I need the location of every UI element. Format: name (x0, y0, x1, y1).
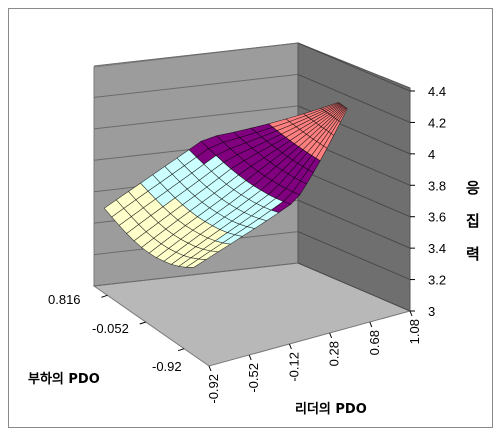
z-tick-label: 4.2 (428, 115, 446, 130)
z-tick-label: 3.4 (428, 241, 446, 256)
y-tick-mark (177, 348, 185, 352)
side-gridline (297, 168, 411, 218)
y-tick-mark (139, 321, 146, 325)
x-tick-mark (409, 310, 413, 317)
z-tick-label: 3.8 (428, 178, 446, 193)
gridlines (93, 42, 411, 312)
back-gridline (93, 73, 299, 98)
back-gridline (93, 262, 299, 287)
x-tick-label: -0.52 (246, 363, 261, 393)
z-axis-label: 응집력 (466, 179, 480, 263)
z-axis-ticks: 3 3.2 3.4 3.6 3.8 4 4.2 4.4 (410, 84, 446, 319)
z-tick-label: 4.4 (428, 84, 446, 99)
x-tick-mark (248, 354, 252, 361)
x-tick-label: -0.12 (286, 352, 301, 382)
z-axis-label-char: 력 (466, 245, 480, 263)
side-gridline (297, 73, 411, 123)
x-tick-mark (288, 343, 292, 350)
y-axis-ticks: 0.816 -0.052 -0.92 (48, 292, 185, 374)
x-axis-ticks: -0.92 -0.52 -0.12 0.28 0.68 1.08 (206, 310, 422, 404)
y-axis-title: 부하의 PDO (28, 371, 100, 387)
x-tick-mark (369, 321, 373, 328)
z-tick-label: 3.6 (428, 210, 446, 225)
y-tick-label: -0.92 (152, 359, 182, 374)
x-tick-label: 0.68 (367, 330, 382, 355)
x-tick-label: -0.92 (206, 374, 221, 404)
x-tick-mark (329, 332, 333, 339)
surface-mesh (103, 102, 348, 268)
z-tick-label: 4 (428, 147, 435, 162)
back-gridline (93, 105, 299, 130)
back-gridline (93, 42, 299, 67)
x-axis-title: 리더의 PDO (295, 401, 367, 417)
surface-cell (185, 258, 207, 268)
z-tick-label: 3.2 (428, 273, 446, 288)
side-gridline (297, 231, 411, 281)
side-gridline (297, 199, 411, 249)
z-axis-label-char: 응 (466, 179, 480, 197)
side-gridline (297, 42, 411, 92)
x-tick-mark (208, 365, 212, 372)
x-tick-label: 1.08 (407, 319, 422, 344)
z-tick-label: 3 (428, 304, 435, 319)
x-tick-label: 0.28 (327, 341, 342, 366)
y-tick-label: -0.052 (92, 321, 129, 336)
y-tick-mark (101, 294, 108, 298)
z-axis-label-char: 집 (466, 212, 480, 230)
side-gridline (297, 262, 411, 312)
y-tick-label: 0.816 (48, 292, 81, 307)
